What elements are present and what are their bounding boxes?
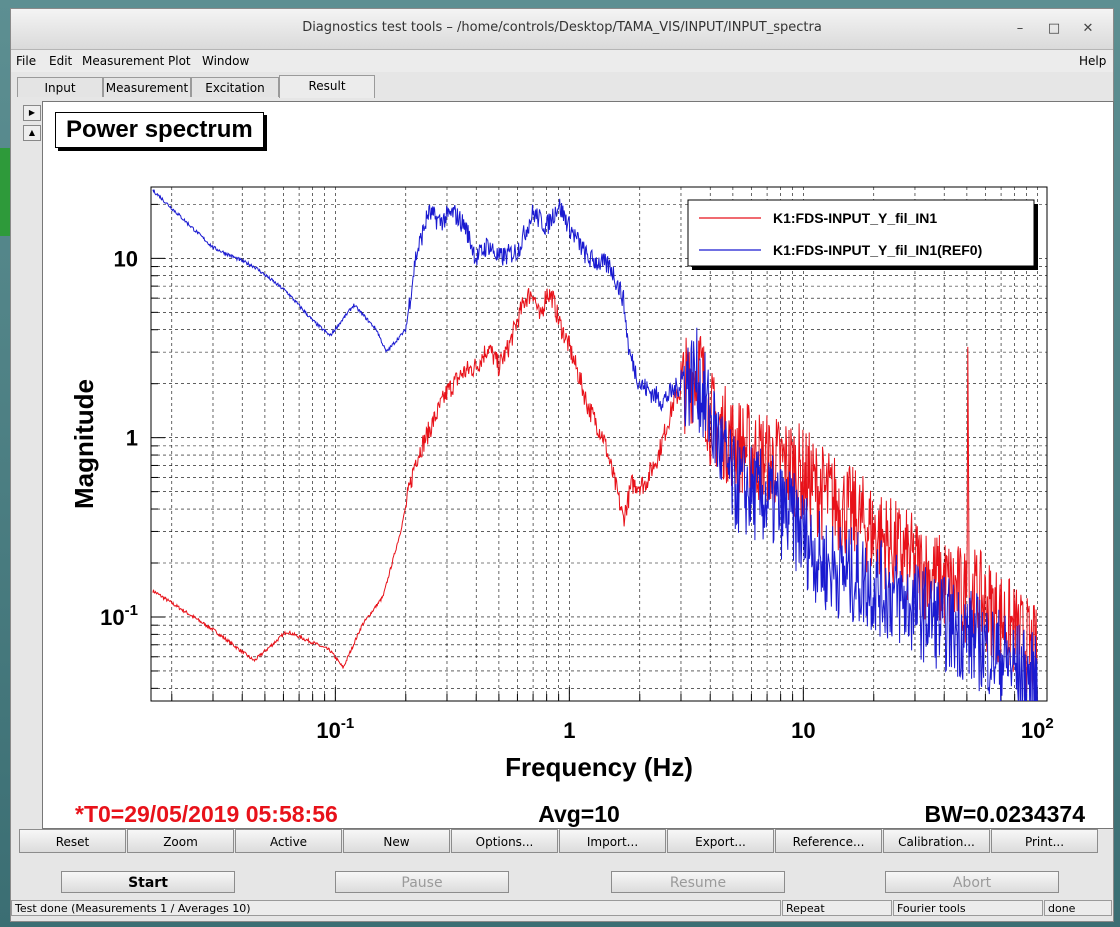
tab-input[interactable]: Input	[17, 77, 103, 97]
calibration-button[interactable]: Calibration...	[883, 829, 990, 853]
menu-window[interactable]: Window	[202, 54, 250, 68]
resume-button[interactable]: Resume	[611, 871, 785, 893]
export-button[interactable]: Export...	[667, 829, 774, 853]
tab-result[interactable]: Result	[279, 75, 375, 98]
import-button[interactable]: Import...	[559, 829, 666, 853]
scroll-right-arrow-icon[interactable]: ▶	[23, 105, 41, 121]
plot-title: Power spectrum	[55, 112, 264, 148]
legend-box	[687, 199, 1035, 267]
t0-label: *T0=29/05/2019 05:58:56	[75, 801, 338, 827]
menu-bar: File Edit Measurement Plot Window Help	[11, 50, 1113, 72]
minimize-button[interactable]: –	[1016, 21, 1024, 36]
tab-measurement[interactable]: Measurement	[103, 77, 191, 97]
start-button[interactable]: Start	[61, 871, 235, 893]
y-axis-title: Magnitude	[69, 379, 99, 509]
bw-label: BW=0.0234374	[925, 801, 1086, 827]
pause-button[interactable]: Pause	[335, 871, 509, 893]
y-tick-label: 1	[126, 426, 138, 451]
options-button[interactable]: Options...	[451, 829, 558, 853]
y-tick-label: 10	[114, 246, 138, 271]
print-button[interactable]: Print...	[991, 829, 1098, 853]
active-button[interactable]: Active	[235, 829, 342, 853]
x-axis-title: Frequency (Hz)	[505, 752, 693, 782]
series-line-0	[152, 288, 1038, 694]
scroll-up-arrow-icon[interactable]: ▲	[23, 125, 41, 141]
series-line-1	[152, 189, 1038, 701]
menu-plot[interactable]: Plot	[168, 54, 191, 68]
plot-frame	[150, 186, 1048, 702]
reset-button[interactable]: Reset	[19, 829, 126, 853]
tab-bar: Input Measurement Excitation Result	[11, 75, 1113, 99]
x-tick-label: 1	[563, 718, 575, 743]
maximize-button[interactable]: □	[1047, 21, 1061, 36]
plot-canvas[interactable]: Power spectrum 10-1 1 10 102 10-1 1 10 Frequenc…	[42, 101, 1114, 829]
status-repeat: Repeat	[782, 900, 892, 916]
x-tick-label: 10	[791, 718, 815, 743]
new-button[interactable]: New	[343, 829, 450, 853]
menu-help[interactable]: Help	[1079, 54, 1107, 68]
y-tick-label: 10-1	[100, 602, 138, 630]
background-window-edge	[0, 148, 10, 236]
diagnostics-window: Diagnostics test tools – /home/controls/…	[10, 8, 1114, 922]
abort-button[interactable]: Abort	[885, 871, 1059, 893]
legend-label-1: K1:FDS-INPUT_Y_fil_IN1(REF0)	[773, 242, 982, 258]
power-spectrum-chart[interactable]: 10-1 1 10 102 10-1 1 10 Frequency (Hz) Magnitude…	[43, 102, 1113, 828]
avg-label: Avg=10	[538, 801, 620, 827]
plot-button-row: Reset Zoom Active New Options... Import.…	[19, 829, 1108, 853]
menu-file[interactable]: File	[16, 54, 37, 68]
menu-edit[interactable]: Edit	[49, 54, 73, 68]
x-tick-label: 10-1	[316, 715, 354, 743]
status-message: Test done (Measurements 1 / Averages 10)	[11, 900, 781, 916]
legend-label-0: K1:FDS-INPUT_Y_fil_IN1	[773, 210, 937, 226]
close-button[interactable]: ✕	[1082, 21, 1094, 36]
reference-button[interactable]: Reference...	[775, 829, 882, 853]
menu-measurement[interactable]: Measurement	[82, 54, 165, 68]
title-bar[interactable]: Diagnostics test tools – /home/controls/…	[11, 9, 1113, 50]
tab-excitation[interactable]: Excitation	[191, 77, 279, 97]
zoom-button[interactable]: Zoom	[127, 829, 234, 853]
x-tick-label: 102	[1021, 715, 1054, 743]
window-title: Diagnostics test tools – /home/controls/…	[302, 20, 822, 35]
status-tool: Fourier tools	[893, 900, 1043, 916]
status-state: done	[1044, 900, 1112, 916]
